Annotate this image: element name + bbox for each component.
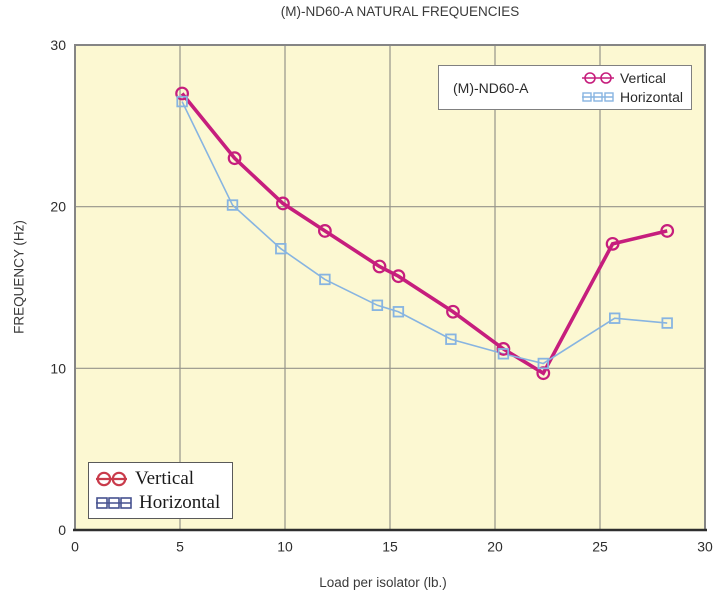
data-point-square-horizontal xyxy=(497,348,510,360)
data-point-circle-vertical xyxy=(276,196,290,211)
x-tick-label: 30 xyxy=(697,539,713,555)
y-tick-label: 30 xyxy=(50,37,66,53)
x-tick-label: 15 xyxy=(382,539,398,555)
x-tick-label: 5 xyxy=(176,539,184,555)
x-axis-label: Load per isolator (lb.) xyxy=(319,575,447,590)
legend-model-label: (M)-ND60-A xyxy=(453,79,529,96)
data-point-circle-vertical xyxy=(318,224,332,238)
data-point-square-horizontal xyxy=(176,95,188,108)
chart-title: (M)-ND60-A NATURAL FREQUENCIES xyxy=(280,4,520,19)
x-tick-label: 25 xyxy=(592,539,608,555)
legend-inset-box: Vertical Horizontal xyxy=(88,462,233,519)
x-tick-label: 0 xyxy=(71,539,79,555)
data-point-square-horizontal xyxy=(275,242,287,255)
data-point-circle-vertical xyxy=(496,342,511,356)
data-point-square-horizontal xyxy=(661,317,673,329)
data-point-square-horizontal xyxy=(392,306,405,318)
series-line-vertical xyxy=(180,92,668,376)
square-trio-icon xyxy=(581,92,614,102)
data-point-circle-vertical xyxy=(227,151,242,166)
y-tick-label: 20 xyxy=(50,199,66,215)
y-tick-label: 10 xyxy=(50,360,66,376)
data-point-circle-vertical xyxy=(446,304,460,319)
series-line-horizontal xyxy=(181,101,668,365)
data-point-square-horizontal xyxy=(226,199,239,211)
circle-pair-icon xyxy=(96,471,127,486)
data-point-square-horizontal xyxy=(445,333,457,345)
data-point-square-horizontal xyxy=(371,299,384,311)
data-point-square-horizontal xyxy=(537,357,550,370)
x-tick-label: 20 xyxy=(487,539,503,555)
legend-key-entry-label: Horizontal xyxy=(619,89,683,105)
data-point-circle-vertical xyxy=(391,269,406,284)
legend-inset-entry-label: Vertical xyxy=(135,467,195,489)
legend-key-entries: Vertical Horizontal xyxy=(581,70,683,105)
square-trio-icon xyxy=(96,496,132,509)
data-point-circle-vertical xyxy=(175,86,190,101)
circle-pair-icon xyxy=(581,72,614,84)
legend-inset-entry-label: Horizontal xyxy=(139,491,221,513)
data-point-square-horizontal xyxy=(319,273,331,286)
legend-key-entry-label: Vertical xyxy=(619,70,666,86)
legend-key-entry-vertical: Vertical xyxy=(581,70,683,86)
data-point-circle-vertical xyxy=(605,236,620,251)
y-tick-label: 0 xyxy=(58,522,66,538)
data-point-circle-vertical xyxy=(372,259,387,274)
legend-inset-entry-horizontal: Horizontal xyxy=(96,492,226,514)
legend-key-entry-horizontal: Horizontal xyxy=(581,89,683,105)
data-point-circle-vertical xyxy=(660,224,675,238)
x-tick-label: 10 xyxy=(277,539,293,555)
legend-key-box: (M)-ND60-A Vertical Horizontal xyxy=(438,65,692,110)
data-point-square-horizontal xyxy=(609,312,621,324)
legend-inset-entry-vertical: Vertical xyxy=(96,468,226,490)
